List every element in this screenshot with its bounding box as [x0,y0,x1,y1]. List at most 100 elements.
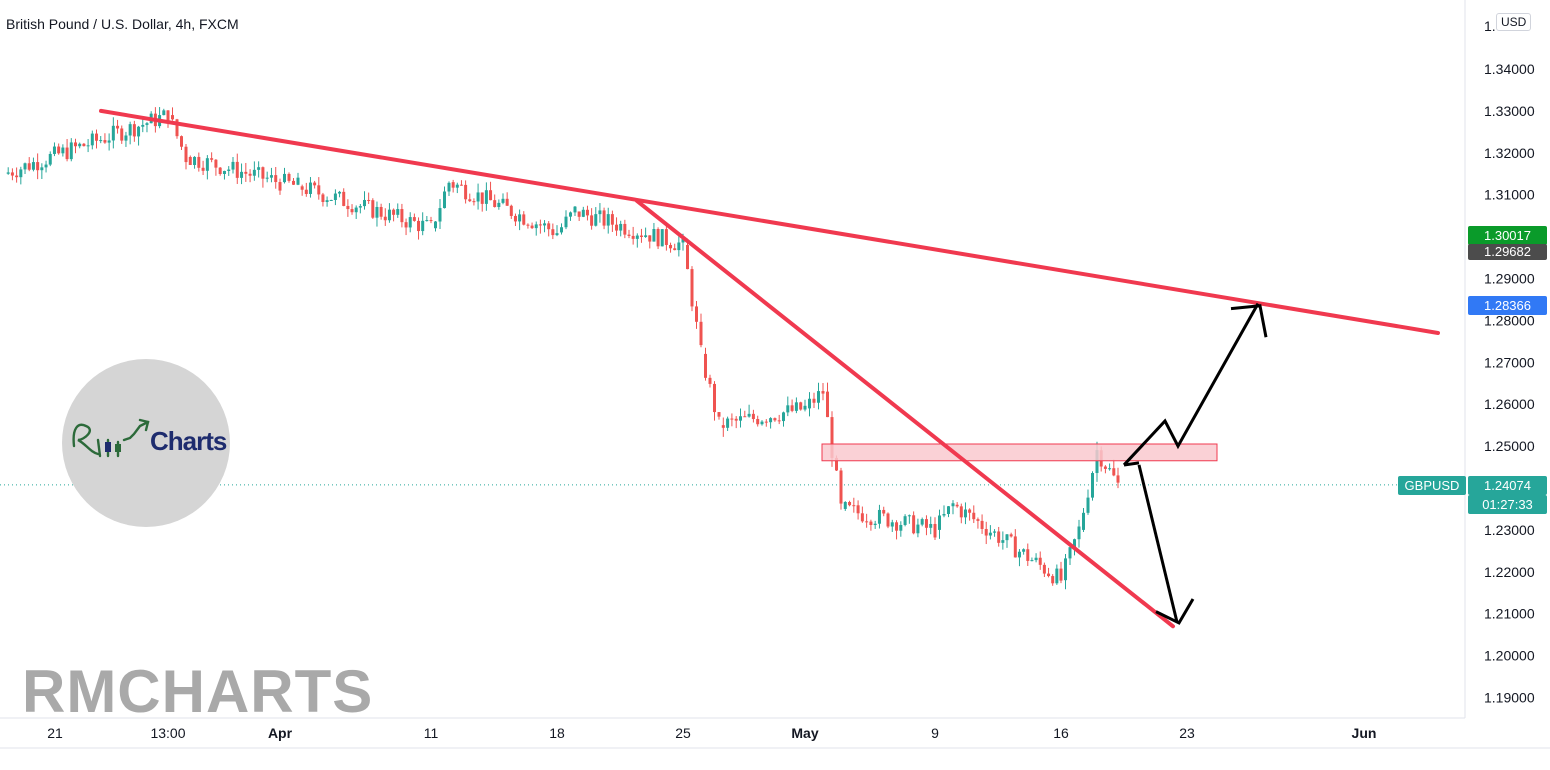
candle-body [848,502,852,506]
candle-body [606,214,610,226]
logo-mark [68,400,154,481]
candle-body [197,156,201,168]
candle-body [184,146,188,163]
candle-body [90,133,94,146]
candle-body [686,244,689,270]
candle-body [1030,560,1034,562]
candle-body [677,242,681,251]
candle-body [274,175,278,183]
candle-body [664,229,668,245]
candle-body [669,244,673,249]
candle-body [383,216,387,221]
candle-body [564,216,568,228]
candle-body [278,182,282,191]
candle-body [1013,536,1017,558]
candle-body [231,161,235,170]
candle-body [6,172,10,174]
candle-body [899,524,903,531]
candle-body [980,520,984,529]
candle-body [1051,576,1055,584]
bearish-scenario-arrow [1137,464,1179,623]
candle-body [882,509,886,514]
candle-body [773,418,777,421]
candle-body [350,209,354,213]
candle-body [821,391,825,394]
candle-body [367,199,371,201]
candle-body [82,143,86,147]
candle-body [751,413,755,420]
candle-body [1038,557,1042,565]
x-tick-label: 13:00 [150,725,185,741]
candle-body [214,159,218,168]
candle-body [375,206,379,218]
candle-body [590,215,594,226]
candle-body [1055,568,1059,584]
currency-button[interactable]: USD [1496,13,1532,31]
candle-body [794,402,798,411]
bullish-scenario-arrow [1122,302,1260,466]
candle-body [505,198,509,206]
x-tick-label: 16 [1053,725,1069,741]
candle-body [235,161,239,178]
candle-body [451,182,455,188]
candle-body [459,184,463,186]
candle-body [1017,551,1021,558]
candle-body [227,169,231,171]
candle-body [1042,564,1046,574]
chart-title: British Pound / U.S. Dollar, 4h, FXCM [6,16,239,32]
candle-body [903,516,907,525]
candle-body [769,418,773,423]
candle-body [673,248,677,251]
candle-body [764,421,768,423]
candle-body [947,506,950,514]
candle-body [99,140,103,142]
resistance-trendline [99,108,1440,335]
candle-body [577,211,581,217]
candle-body [480,192,484,204]
candle-body [493,200,497,207]
candle-body [40,167,44,171]
candle-body [1026,549,1030,561]
x-tick-label: 18 [549,725,565,741]
candle-body [252,169,256,176]
candle-body [317,185,321,195]
candle-body [65,147,69,160]
candle-body [248,173,252,176]
candle-body [287,173,291,181]
candle-body [1064,558,1067,581]
candle-body [218,167,222,174]
candle-body [835,457,838,471]
candle-body [166,110,170,123]
candle-body [145,123,149,125]
candle-body [598,210,602,215]
candle-body [269,175,273,178]
candle-body [1047,573,1051,577]
candle-body [777,420,781,422]
candle-body [443,191,446,209]
price-tag-high: 1.30017 [1468,226,1547,245]
candle-body [951,503,955,507]
candle-body [120,128,124,141]
candle-body [392,209,396,215]
candle-body [513,215,517,222]
candle-body [338,191,342,194]
candle-body [1034,557,1038,561]
candle-body [1022,549,1026,552]
candle-body [103,140,107,143]
candle-body [1009,534,1013,537]
candle-body [790,405,794,411]
candle-body [128,124,132,136]
candle-body [408,217,412,228]
candle-body [938,515,941,530]
y-tick-label: 1.20000 [1484,648,1535,664]
candle-body [721,425,725,428]
price-tag-mid: 1.29682 [1468,244,1547,260]
candle-body [1112,468,1116,476]
candle-body [23,163,27,170]
candle-body [907,515,911,517]
candle-body [739,416,742,421]
candle-body [717,412,721,417]
candle-body [652,229,656,242]
